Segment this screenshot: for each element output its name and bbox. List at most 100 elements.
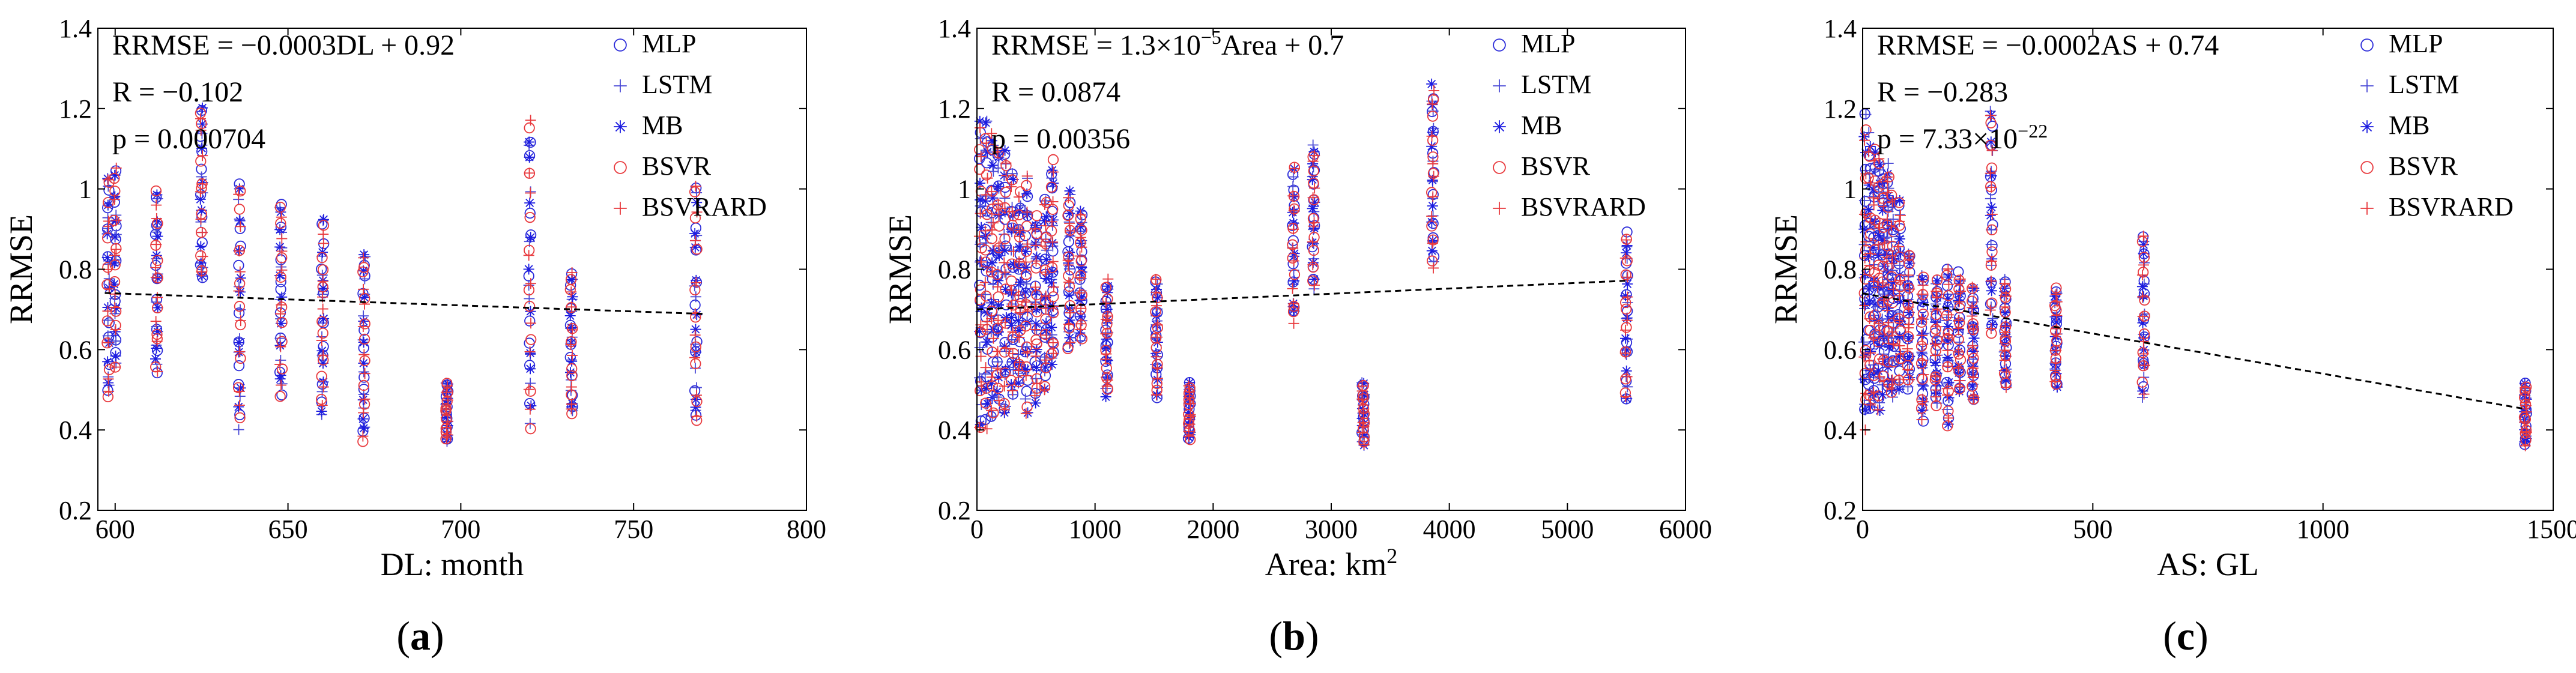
point-mb bbox=[1874, 340, 1885, 352]
point-bsvr bbox=[1943, 385, 1954, 397]
panel-a: 600 650 700 750 800 0.2 0.4 0.6 0.8 1 1.2 1.4 RRMSE D… bbox=[3, 14, 826, 659]
point-mb bbox=[525, 363, 536, 375]
x-tick-label: 2000 bbox=[1187, 515, 1239, 544]
point-bsvrard bbox=[276, 299, 287, 310]
panel-label: (b) bbox=[1269, 613, 1319, 659]
point-mb bbox=[1622, 278, 1633, 289]
point-bsvr bbox=[1955, 354, 1967, 366]
point-mb bbox=[1100, 391, 1111, 402]
point-bsvrard bbox=[195, 113, 207, 124]
point-bsvr bbox=[1014, 258, 1026, 270]
point-bsvrard bbox=[1039, 199, 1050, 210]
point-mlp bbox=[986, 207, 998, 219]
point-mb bbox=[689, 241, 701, 253]
point-bsvrard bbox=[316, 335, 327, 346]
point-mb bbox=[975, 419, 986, 430]
point-mb bbox=[1183, 397, 1194, 409]
annotation-text: R = −0.283 bbox=[1877, 76, 2008, 108]
point-bsvr bbox=[980, 397, 991, 409]
point-bsvrard bbox=[1013, 365, 1024, 376]
x-tick-label: 0 bbox=[1856, 515, 1869, 544]
point-lstm bbox=[102, 315, 113, 326]
point-bsvrard bbox=[525, 115, 536, 126]
point-bsvrard bbox=[1953, 315, 1964, 326]
point-bsvrard bbox=[1014, 332, 1025, 343]
point-lstm bbox=[1882, 158, 1894, 169]
point-bsvrard bbox=[691, 207, 703, 218]
point-mb bbox=[1288, 304, 1299, 316]
point-bsvr bbox=[690, 358, 701, 369]
x-tick-label: 1000 bbox=[2297, 515, 2350, 544]
point-bsvr bbox=[1047, 154, 1059, 166]
legend-label-bsvr: BSVR bbox=[1521, 151, 1591, 181]
point-mb bbox=[974, 115, 985, 127]
point-bsvrard bbox=[1902, 270, 1914, 281]
point-mb bbox=[1029, 238, 1041, 250]
point-bsvrard bbox=[1902, 364, 1914, 375]
point-mb bbox=[991, 386, 1003, 397]
x-tick-label: 1500 bbox=[2527, 515, 2576, 544]
point-bsvr bbox=[1102, 293, 1113, 305]
point-bsvrard bbox=[2138, 259, 2149, 271]
point-bsvrard bbox=[357, 430, 369, 442]
point-bsvrard bbox=[1000, 157, 1012, 169]
point-bsvrard bbox=[197, 150, 208, 161]
point-bsvrard bbox=[1008, 222, 1019, 234]
legend-label-bsvrard: BSVRARD bbox=[2389, 192, 2514, 222]
point-mb bbox=[2519, 424, 2530, 435]
point-bsvrard bbox=[1065, 337, 1076, 348]
point-bsvr bbox=[1101, 362, 1112, 374]
point-mb bbox=[1894, 195, 1905, 206]
point-mb bbox=[1014, 205, 1025, 216]
point-mb bbox=[275, 318, 286, 329]
point-bsvrard bbox=[1426, 130, 1438, 142]
point-bsvrard bbox=[1014, 357, 1025, 368]
point-bsvr bbox=[1000, 283, 1011, 295]
point-bsvrard bbox=[689, 330, 701, 341]
point-bsvrard bbox=[985, 405, 997, 416]
point-mb bbox=[1427, 201, 1438, 212]
point-mb bbox=[318, 313, 330, 324]
point-mb bbox=[987, 257, 998, 268]
point-bsvrard bbox=[689, 352, 701, 363]
point-mb bbox=[235, 273, 246, 284]
point-lstm bbox=[276, 378, 288, 390]
legend-label-lstm: LSTM bbox=[1521, 70, 1591, 99]
point-bsvrard bbox=[1150, 389, 1162, 400]
point-bsvr bbox=[1895, 325, 1906, 337]
point-bsvr bbox=[1021, 220, 1033, 232]
point-mb bbox=[1869, 298, 1881, 310]
point-bsvrard bbox=[999, 381, 1010, 392]
point-bsvrard bbox=[234, 246, 245, 257]
point-bsvr bbox=[525, 334, 537, 345]
point-mb bbox=[1874, 158, 1885, 170]
point-mb bbox=[1356, 420, 1368, 431]
legend-label-lstm: LSTM bbox=[2389, 70, 2459, 99]
point-bsvrard bbox=[1064, 218, 1075, 229]
point-bsvrard bbox=[1621, 234, 1632, 246]
point-bsvrard bbox=[567, 324, 578, 336]
point-mb bbox=[276, 291, 288, 303]
point-bsvrard bbox=[1917, 339, 1929, 350]
panel-label-open-paren: ( bbox=[2163, 613, 2177, 659]
point-bsvrard bbox=[1014, 307, 1026, 318]
point-bsvr bbox=[689, 212, 701, 224]
point-bsvrard bbox=[1968, 324, 1979, 336]
point-bsvrard bbox=[1076, 241, 1087, 253]
point-mb bbox=[1863, 283, 1875, 295]
legend-marker-lstm bbox=[614, 79, 627, 92]
point-bsvr bbox=[317, 327, 328, 339]
point-bsvr bbox=[110, 306, 122, 317]
point-mb bbox=[1039, 215, 1050, 226]
point-mb bbox=[1882, 267, 1893, 278]
point-mb bbox=[1867, 184, 1879, 196]
point-bsvrard bbox=[441, 432, 452, 444]
point-bsvrard bbox=[1022, 306, 1033, 317]
legend: MLP LSTM MB BSVR BSVRARD bbox=[1493, 29, 1646, 222]
point-mb bbox=[1873, 250, 1884, 261]
point-bsvrard bbox=[566, 301, 577, 313]
point-bsvrard bbox=[151, 199, 162, 211]
point-bsvrard bbox=[441, 404, 452, 415]
point-bsvr bbox=[1985, 181, 1997, 193]
point-bsvrard bbox=[1030, 298, 1041, 310]
